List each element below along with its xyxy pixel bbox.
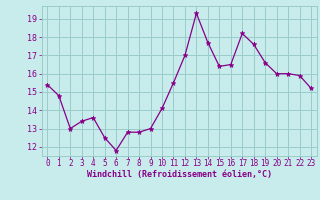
X-axis label: Windchill (Refroidissement éolien,°C): Windchill (Refroidissement éolien,°C) — [87, 170, 272, 179]
